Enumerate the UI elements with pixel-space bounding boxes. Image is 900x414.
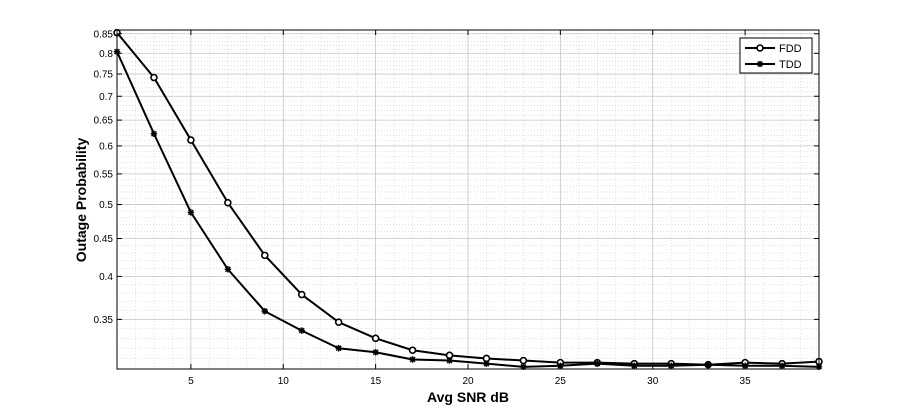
y-tick-label: 0.5: [99, 200, 113, 211]
star-stroke: [705, 361, 712, 368]
data-point-tdd: [631, 362, 638, 369]
data-point-fdd: [371, 334, 380, 343]
y-axis-label: Outage Probability: [73, 138, 89, 263]
legend-label-fdd: FDD: [779, 43, 802, 55]
star-stroke: [151, 130, 157, 137]
star-stroke: [372, 349, 379, 356]
star-stroke: [757, 61, 763, 67]
data-point-tdd: [150, 130, 158, 137]
data-point-tdd: [372, 349, 379, 356]
y-tick-label: 0.65: [94, 116, 114, 127]
y-tick-label: 0.55: [94, 169, 114, 180]
star-stroke: [261, 308, 268, 315]
y-tick-label: 0.8: [99, 49, 113, 60]
legend-box: [739, 37, 813, 74]
star-stroke: [594, 360, 601, 367]
legend-marker-tdd: [756, 60, 764, 68]
x-tick-label: 5: [188, 376, 194, 387]
star-stroke: [409, 356, 416, 363]
data-point-tdd: [187, 209, 195, 216]
legend-entry-fdd: FDD: [745, 43, 802, 55]
x-tick-label: 30: [647, 376, 659, 387]
data-point-tdd: [261, 308, 268, 315]
star-stroke: [298, 327, 305, 334]
data-point-tdd: [409, 356, 416, 363]
y-tick-label: 0.75: [94, 70, 114, 81]
star-stroke: [187, 209, 194, 216]
y-tick-label: 0.6: [99, 141, 113, 152]
data-point-fdd: [297, 290, 306, 299]
data-point-fdd: [224, 198, 232, 207]
data-point-fdd: [334, 318, 343, 326]
star-stroke: [483, 360, 490, 367]
data-point-tdd: [594, 360, 601, 367]
data-point-tdd: [335, 345, 342, 352]
y-tick-label: 0.4: [99, 272, 113, 283]
star-stroke: [520, 363, 527, 370]
ticks: 5 10 15 20 25 30 35 0.35 0.4 0.45 0.5 0.55 0.6 0.65 0.…: [94, 29, 819, 387]
star-stroke: [631, 362, 638, 369]
x-tick-label: 10: [278, 376, 290, 387]
data-point-tdd: [704, 361, 712, 368]
series-line-tdd: [116, 51, 820, 368]
y-tick-label: 0.35: [94, 315, 114, 326]
data-point-fdd: [150, 73, 158, 82]
star-stroke: [224, 266, 231, 273]
data-point-fdd: [260, 251, 269, 260]
star-stroke: [668, 362, 675, 369]
star-stroke: [779, 362, 785, 369]
x-tick-label: 20: [462, 376, 474, 387]
data-point-tdd: [778, 362, 786, 369]
star-stroke: [446, 357, 453, 364]
x-axis-label: Avg SNR dB: [427, 389, 509, 405]
data-point-fdd: [519, 356, 528, 365]
y-tick-label: 0.85: [94, 29, 114, 40]
legend: FDD TDD: [739, 37, 813, 74]
data-point-tdd: [446, 357, 453, 364]
data-point-tdd: [483, 360, 490, 367]
y-tick-label: 0.45: [94, 234, 114, 245]
x-tick-label: 25: [555, 376, 567, 387]
star-stroke: [335, 345, 342, 352]
data-point-tdd: [668, 362, 675, 369]
x-tick-label: 15: [370, 376, 382, 387]
legend-entry-tdd: TDD: [745, 59, 802, 71]
x-tick-label: 35: [740, 376, 752, 387]
data-point-tdd: [224, 266, 232, 273]
legend-label-tdd: TDD: [779, 59, 802, 71]
legend-marker-fdd: [756, 44, 764, 52]
data-point-fdd: [408, 346, 417, 355]
data-point-fdd: [187, 136, 195, 144]
y-tick-label: 0.7: [99, 92, 113, 103]
data-point-tdd: [298, 327, 305, 334]
grid: [116, 29, 820, 369]
